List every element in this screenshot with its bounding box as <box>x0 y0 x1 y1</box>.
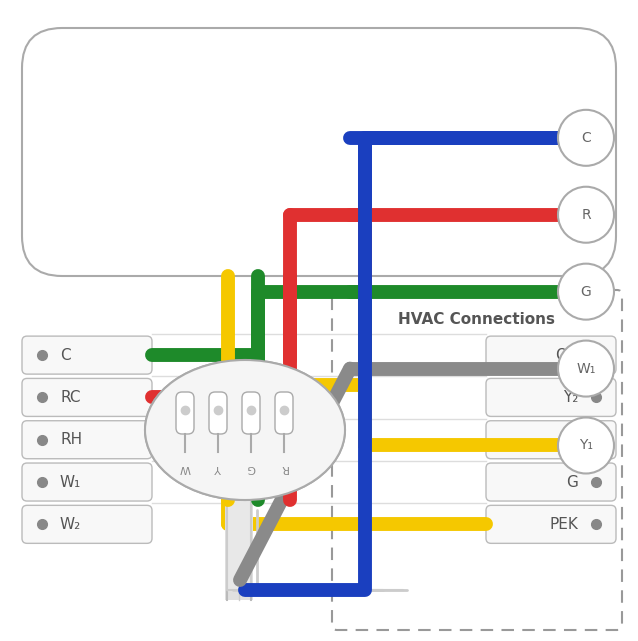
Text: G: G <box>247 463 255 473</box>
Text: C: C <box>581 131 591 145</box>
FancyBboxPatch shape <box>486 336 616 374</box>
Text: C: C <box>60 347 71 363</box>
FancyBboxPatch shape <box>242 392 260 434</box>
Text: Y: Y <box>214 463 221 473</box>
FancyBboxPatch shape <box>242 392 260 434</box>
Text: G: G <box>247 463 255 473</box>
Circle shape <box>558 263 614 320</box>
FancyBboxPatch shape <box>275 392 293 434</box>
Circle shape <box>558 110 614 166</box>
FancyBboxPatch shape <box>486 505 616 544</box>
Text: PEK: PEK <box>549 517 578 532</box>
Ellipse shape <box>145 360 345 500</box>
Text: W₂: W₂ <box>60 517 81 532</box>
Text: Y: Y <box>214 463 221 473</box>
FancyBboxPatch shape <box>209 392 227 434</box>
FancyBboxPatch shape <box>22 336 152 374</box>
FancyBboxPatch shape <box>486 420 616 459</box>
FancyBboxPatch shape <box>22 378 152 417</box>
FancyBboxPatch shape <box>22 420 152 459</box>
FancyBboxPatch shape <box>486 463 616 501</box>
Text: R: R <box>581 208 591 222</box>
Text: Y₁: Y₁ <box>579 438 593 453</box>
Text: RH: RH <box>60 432 82 447</box>
Text: W: W <box>179 463 191 473</box>
FancyBboxPatch shape <box>486 378 616 417</box>
FancyBboxPatch shape <box>176 392 194 434</box>
Circle shape <box>558 417 614 474</box>
Text: RC: RC <box>60 390 80 405</box>
FancyBboxPatch shape <box>275 392 293 434</box>
Text: W₁: W₁ <box>576 362 596 376</box>
Circle shape <box>558 187 614 243</box>
Text: Y₂: Y₂ <box>563 390 578 405</box>
Ellipse shape <box>145 360 345 500</box>
Text: HVAC Connections: HVAC Connections <box>399 313 556 328</box>
Text: W₁: W₁ <box>60 474 81 490</box>
FancyBboxPatch shape <box>22 505 152 544</box>
Text: G: G <box>566 474 578 490</box>
Text: W: W <box>179 463 191 473</box>
Text: G: G <box>581 285 591 299</box>
FancyBboxPatch shape <box>176 392 194 434</box>
Text: Y₁: Y₁ <box>563 432 578 447</box>
FancyBboxPatch shape <box>22 28 616 276</box>
Text: R: R <box>280 463 288 473</box>
Circle shape <box>558 340 614 397</box>
FancyBboxPatch shape <box>209 392 227 434</box>
Text: OB: OB <box>556 347 578 363</box>
FancyBboxPatch shape <box>22 463 152 501</box>
Text: R: R <box>280 463 288 473</box>
